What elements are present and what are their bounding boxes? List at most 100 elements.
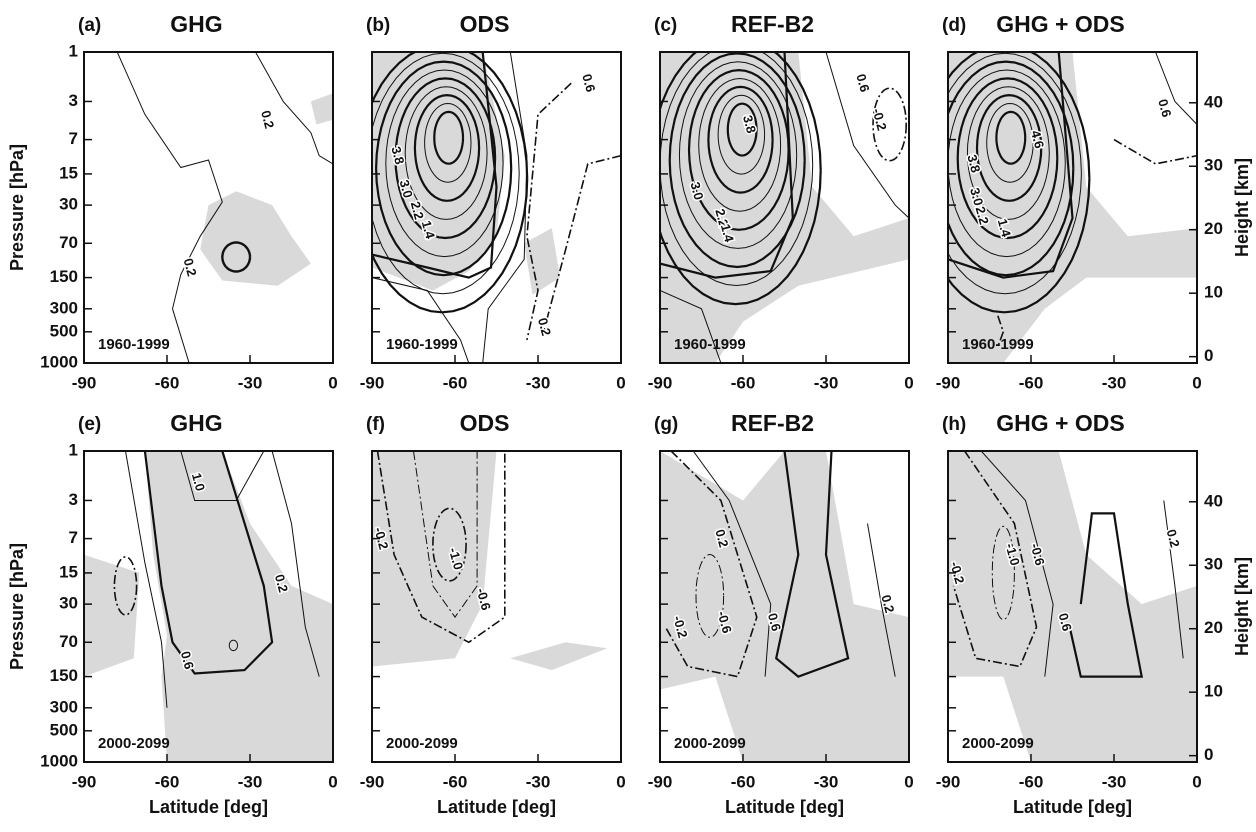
x-tick-label: -60 [443, 373, 468, 392]
contour-line [376, 451, 506, 644]
contour-line [228, 639, 239, 652]
contour-label: -0.2 [869, 107, 889, 133]
frame [371, 51, 622, 364]
contour-line [432, 507, 467, 582]
panel: -0.2 -1.0 -0.6 0.2 0.6 -90 -60 -30 00 10 20 30 40 Hei… [936, 410, 1252, 817]
contour-label: -0.2 [670, 614, 690, 640]
y-tick-label: 7 [69, 528, 78, 547]
contour-label: 2.2 [408, 200, 427, 221]
y2-tick-label: 0 [1204, 346, 1213, 365]
x-tick-label: 0 [328, 373, 337, 392]
contour-line [526, 82, 572, 341]
period-label: 1960-1999 [962, 336, 1034, 353]
x-tick-label: -30 [238, 772, 263, 791]
period-label: 2000-2099 [386, 735, 458, 752]
period-label: 2000-2099 [962, 735, 1034, 752]
contour-line [668, 52, 806, 269]
panel-label: (g) [654, 414, 678, 435]
y2-tick-label: 10 [1204, 283, 1223, 302]
contour-label: 0.2 [712, 528, 731, 549]
x-tick-label: -30 [526, 772, 551, 791]
x-tick-label: -30 [1102, 373, 1127, 392]
plot-area [372, 52, 621, 363]
y-axis-label: Pressure [hPa] [7, 543, 27, 670]
contour-line [966, 86, 1050, 220]
contour-line [113, 555, 138, 616]
y-tick-label: 30 [59, 594, 78, 613]
period-label: 1960-1999 [674, 336, 746, 353]
contour-label: 0.2 [272, 573, 291, 594]
contour-line [660, 52, 814, 287]
panel-title: GHG [170, 11, 222, 37]
contour-line [116, 52, 223, 363]
panel-label: (f) [366, 414, 385, 435]
contour-line [986, 102, 1034, 183]
panel-title: GHG + ODS [996, 410, 1124, 436]
contour-line [413, 93, 481, 202]
y-tick-label: 1000 [40, 352, 78, 371]
contour-line [180, 451, 265, 501]
panel-title: GHG + ODS [996, 11, 1124, 37]
y-tick-label: 30 [59, 195, 78, 214]
x-tick-label: -90 [936, 772, 961, 791]
x-tick-label: -30 [814, 772, 839, 791]
y-tick-label: 150 [50, 267, 78, 286]
y-tick-label: 3 [69, 91, 78, 110]
y2-tick-label: 10 [1204, 682, 1223, 701]
y-tick-label: 1 [69, 41, 78, 60]
y2-axis-label: Height [km] [1232, 557, 1252, 656]
y-tick-label: 500 [50, 321, 78, 340]
contour-line [948, 69, 1066, 258]
contour-label: 0.6 [853, 72, 872, 93]
period-label: 2000-2099 [98, 735, 170, 752]
y-tick-label: 300 [50, 697, 78, 716]
contour-line [692, 451, 772, 677]
contour-line [867, 523, 896, 677]
contour-line [1113, 138, 1197, 165]
contour-line [1068, 512, 1144, 678]
x-tick-label: -60 [731, 373, 756, 392]
x-tick-label: -90 [72, 373, 97, 392]
plot-area [660, 52, 909, 363]
x-axis-label: Latitude [deg] [1013, 797, 1132, 817]
y2-tick-label: 30 [1204, 555, 1223, 574]
frame [659, 51, 910, 364]
contour-label: 1.4 [718, 222, 737, 244]
contour-label: -0.6 [1027, 542, 1047, 568]
x-tick-label: -90 [936, 373, 961, 392]
frame [659, 450, 910, 763]
contour-line [143, 451, 274, 675]
contour-line [726, 102, 758, 157]
panel-label: (a) [78, 15, 101, 36]
contour-label: 1.4 [419, 219, 438, 241]
contour-line [678, 61, 798, 249]
contour-line [372, 52, 498, 279]
x-tick-label: 0 [904, 373, 913, 392]
period-label: 1960-1999 [98, 336, 170, 353]
contour-line [707, 85, 774, 194]
shading [660, 451, 909, 762]
y2-tick-label: 0 [1204, 745, 1213, 764]
x-axis-label: Latitude [deg] [149, 797, 268, 817]
contour-line [664, 451, 758, 678]
x-tick-label: 0 [328, 772, 337, 791]
contour-label: 0.2 [1164, 528, 1183, 549]
panel: 0.2 -0.2 -0.6 0.6 0.2 -90 -60 -30 0 Latitude [deg… [648, 410, 914, 817]
plot-area [84, 451, 333, 762]
x-tick-label: -90 [360, 373, 385, 392]
x-tick-label: -60 [155, 772, 180, 791]
contour-line [872, 87, 907, 162]
x-tick-label: -90 [648, 772, 673, 791]
contour-line [695, 553, 725, 638]
contour-line [542, 154, 621, 333]
shading [948, 451, 1197, 762]
contour-line [482, 52, 528, 363]
shading [510, 642, 608, 671]
contour-label: 3.0 [687, 180, 706, 201]
contour-line [948, 60, 1075, 277]
x-tick-label: -30 [1102, 772, 1127, 791]
shading [310, 93, 333, 125]
contour-line [991, 525, 1015, 621]
contour-line [687, 68, 790, 231]
